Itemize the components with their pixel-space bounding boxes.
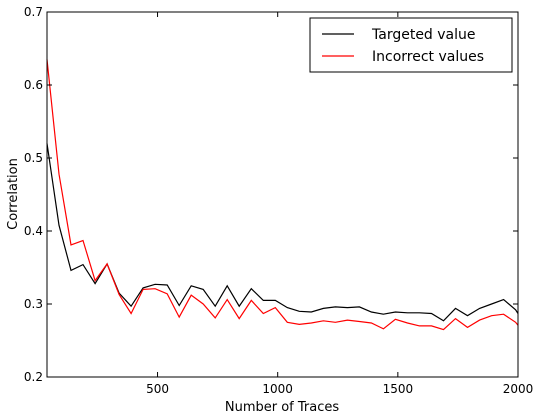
- y-tick-label: 0.7: [24, 5, 43, 19]
- legend-label-targeted-value: Targeted value: [371, 27, 476, 43]
- y-tick-label: 0.4: [24, 224, 43, 238]
- x-tick-label: 1500: [383, 382, 414, 396]
- y-tick-label: 0.3: [24, 297, 43, 311]
- y-tick-label: 0.6: [24, 78, 43, 92]
- series-line-targeted-value: [46, 143, 519, 322]
- legend: Targeted value Incorrect values: [309, 17, 513, 73]
- legend-label-incorrect-values: Incorrect values: [372, 49, 484, 65]
- x-tick-label: 1000: [262, 382, 293, 396]
- x-tick-label: 2000: [503, 382, 534, 396]
- x-axis-label: Number of Traces: [225, 400, 340, 415]
- plot-lines: [46, 59, 519, 331]
- plot-frame: [46, 11, 519, 378]
- series-line-incorrect-values: [46, 59, 519, 331]
- legend-box: [309, 17, 513, 73]
- axis-ticks: [47, 11, 519, 378]
- y-axis-label: Correlation: [6, 158, 21, 230]
- y-tick-label: 0.2: [24, 370, 43, 384]
- y-tick-label: 0.5: [24, 151, 43, 165]
- x-tick-label: 500: [146, 382, 169, 396]
- axis-tick-labels: 500 1000 1500 2000 0.2 0.3 0.4 0.5 0.6 0.7: [24, 5, 533, 396]
